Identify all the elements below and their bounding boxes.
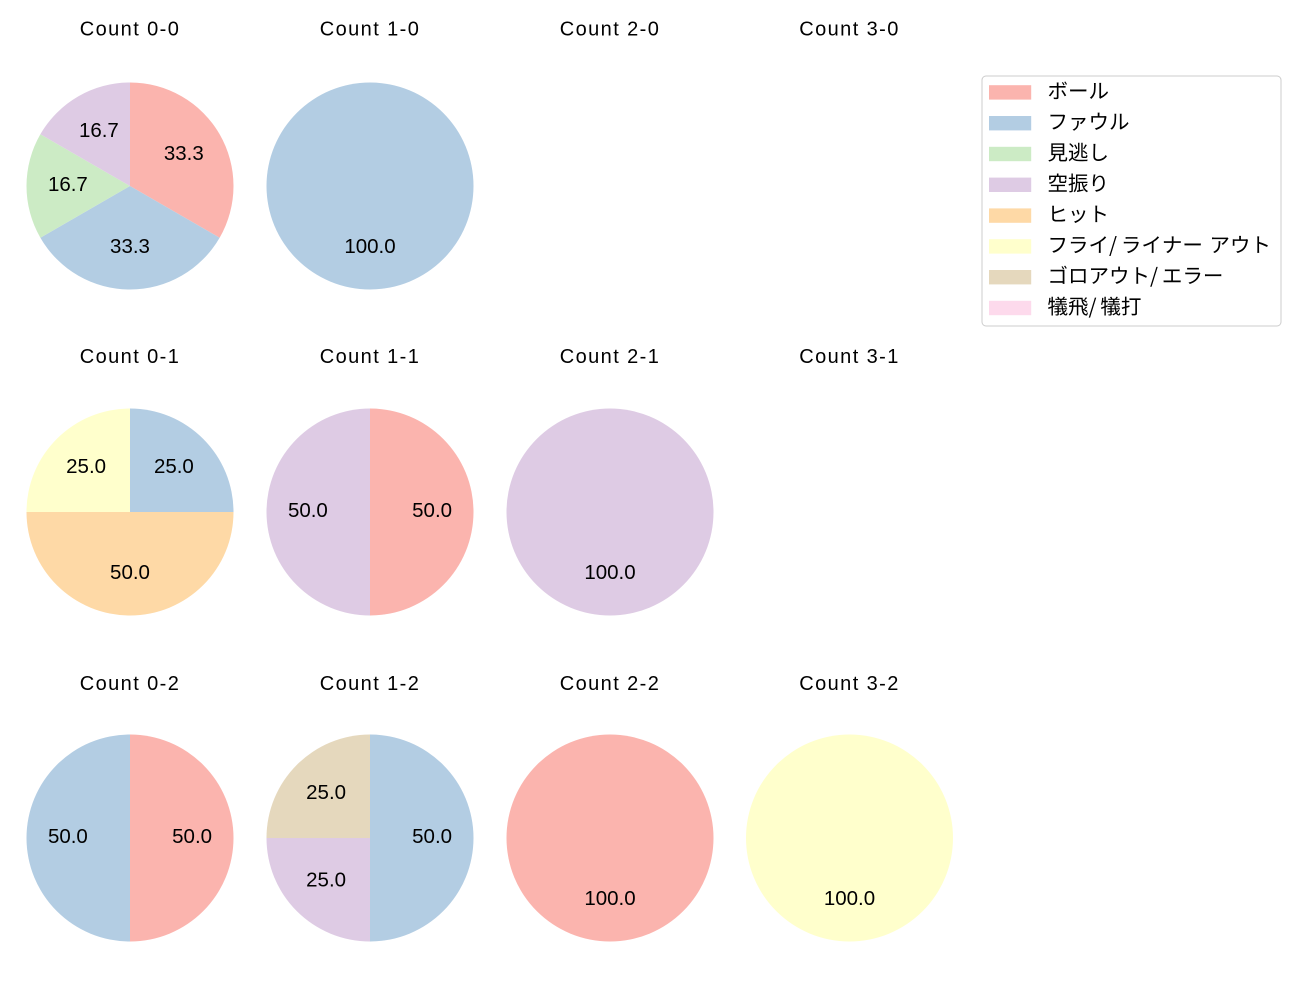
- svg-text:Count 2-2: Count 2-2: [560, 673, 660, 695]
- svg-text:Count 2-1: Count 2-1: [560, 346, 660, 368]
- svg-text:Count 1-2: Count 1-2: [320, 673, 420, 695]
- svg-text:50.0: 50.0: [288, 499, 328, 522]
- svg-text:33.3: 33.3: [110, 235, 150, 258]
- svg-text:Count 3-1: Count 3-1: [799, 346, 899, 368]
- svg-text:25.0: 25.0: [154, 455, 194, 478]
- svg-text:100.0: 100.0: [584, 887, 635, 910]
- svg-text:25.0: 25.0: [306, 781, 346, 804]
- svg-text:Count 1-1: Count 1-1: [320, 346, 420, 368]
- svg-text:100.0: 100.0: [584, 561, 635, 584]
- svg-text:16.7: 16.7: [79, 119, 119, 142]
- svg-text:50.0: 50.0: [110, 561, 150, 584]
- svg-text:50.0: 50.0: [172, 825, 212, 848]
- svg-text:Count 2-0: Count 2-0: [560, 19, 660, 41]
- svg-text:100.0: 100.0: [824, 887, 875, 910]
- svg-text:Count 1-0: Count 1-0: [320, 19, 420, 41]
- svg-text:25.0: 25.0: [306, 869, 346, 892]
- svg-text:50.0: 50.0: [412, 825, 452, 848]
- svg-text:Count 0-2: Count 0-2: [80, 673, 180, 695]
- svg-text:100.0: 100.0: [344, 235, 395, 258]
- svg-text:Count 0-1: Count 0-1: [80, 346, 180, 368]
- svg-text:25.0: 25.0: [66, 455, 106, 478]
- svg-text:33.3: 33.3: [164, 142, 204, 165]
- svg-text:Count 3-0: Count 3-0: [799, 19, 899, 41]
- svg-text:50.0: 50.0: [412, 499, 452, 522]
- svg-text:Count 0-0: Count 0-0: [80, 19, 180, 41]
- svg-text:Count 3-2: Count 3-2: [799, 673, 899, 695]
- svg-text:50.0: 50.0: [48, 825, 88, 848]
- svg-text:16.7: 16.7: [48, 173, 88, 196]
